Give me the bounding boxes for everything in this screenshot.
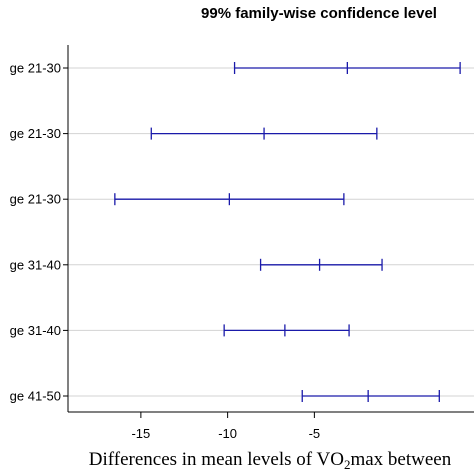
- y-tick-label: ge 41-50: [10, 389, 61, 404]
- interval: [114, 193, 345, 206]
- x-axis-label: Differences in mean levels of VO2max bet…: [89, 449, 452, 472]
- y-tick-label: ge 21-30: [10, 192, 61, 207]
- x-tick-label: -10: [218, 426, 237, 441]
- interval: [223, 324, 350, 337]
- x-axis-label-suffix: max between: [350, 449, 451, 470]
- y-tick-label: ge 31-40: [10, 323, 61, 338]
- chart-title: 99% family-wise confidence level: [201, 5, 437, 22]
- interval: [301, 390, 440, 402]
- gridlines: [68, 67, 474, 397]
- confidence-intervals: [114, 62, 461, 402]
- x-axis-label-subscript: 2: [344, 457, 351, 472]
- interval: [150, 127, 378, 140]
- y-axis: ge 21-30 ge 21-30 ge 21-30 ge 31-40 ge 31-40…: [10, 61, 68, 404]
- x-axis: -15 -10 -5: [131, 412, 320, 441]
- x-axis-label-prefix: Differences in mean levels of VO: [89, 449, 344, 470]
- x-tick-label: -5: [309, 426, 321, 441]
- y-tick-label: ge 21-30: [10, 61, 61, 76]
- interval: [259, 258, 383, 271]
- interval: [233, 62, 461, 74]
- y-tick-label: ge 31-40: [10, 257, 61, 272]
- y-tick-label: ge 21-30: [10, 126, 61, 141]
- x-tick-label: -15: [131, 426, 150, 441]
